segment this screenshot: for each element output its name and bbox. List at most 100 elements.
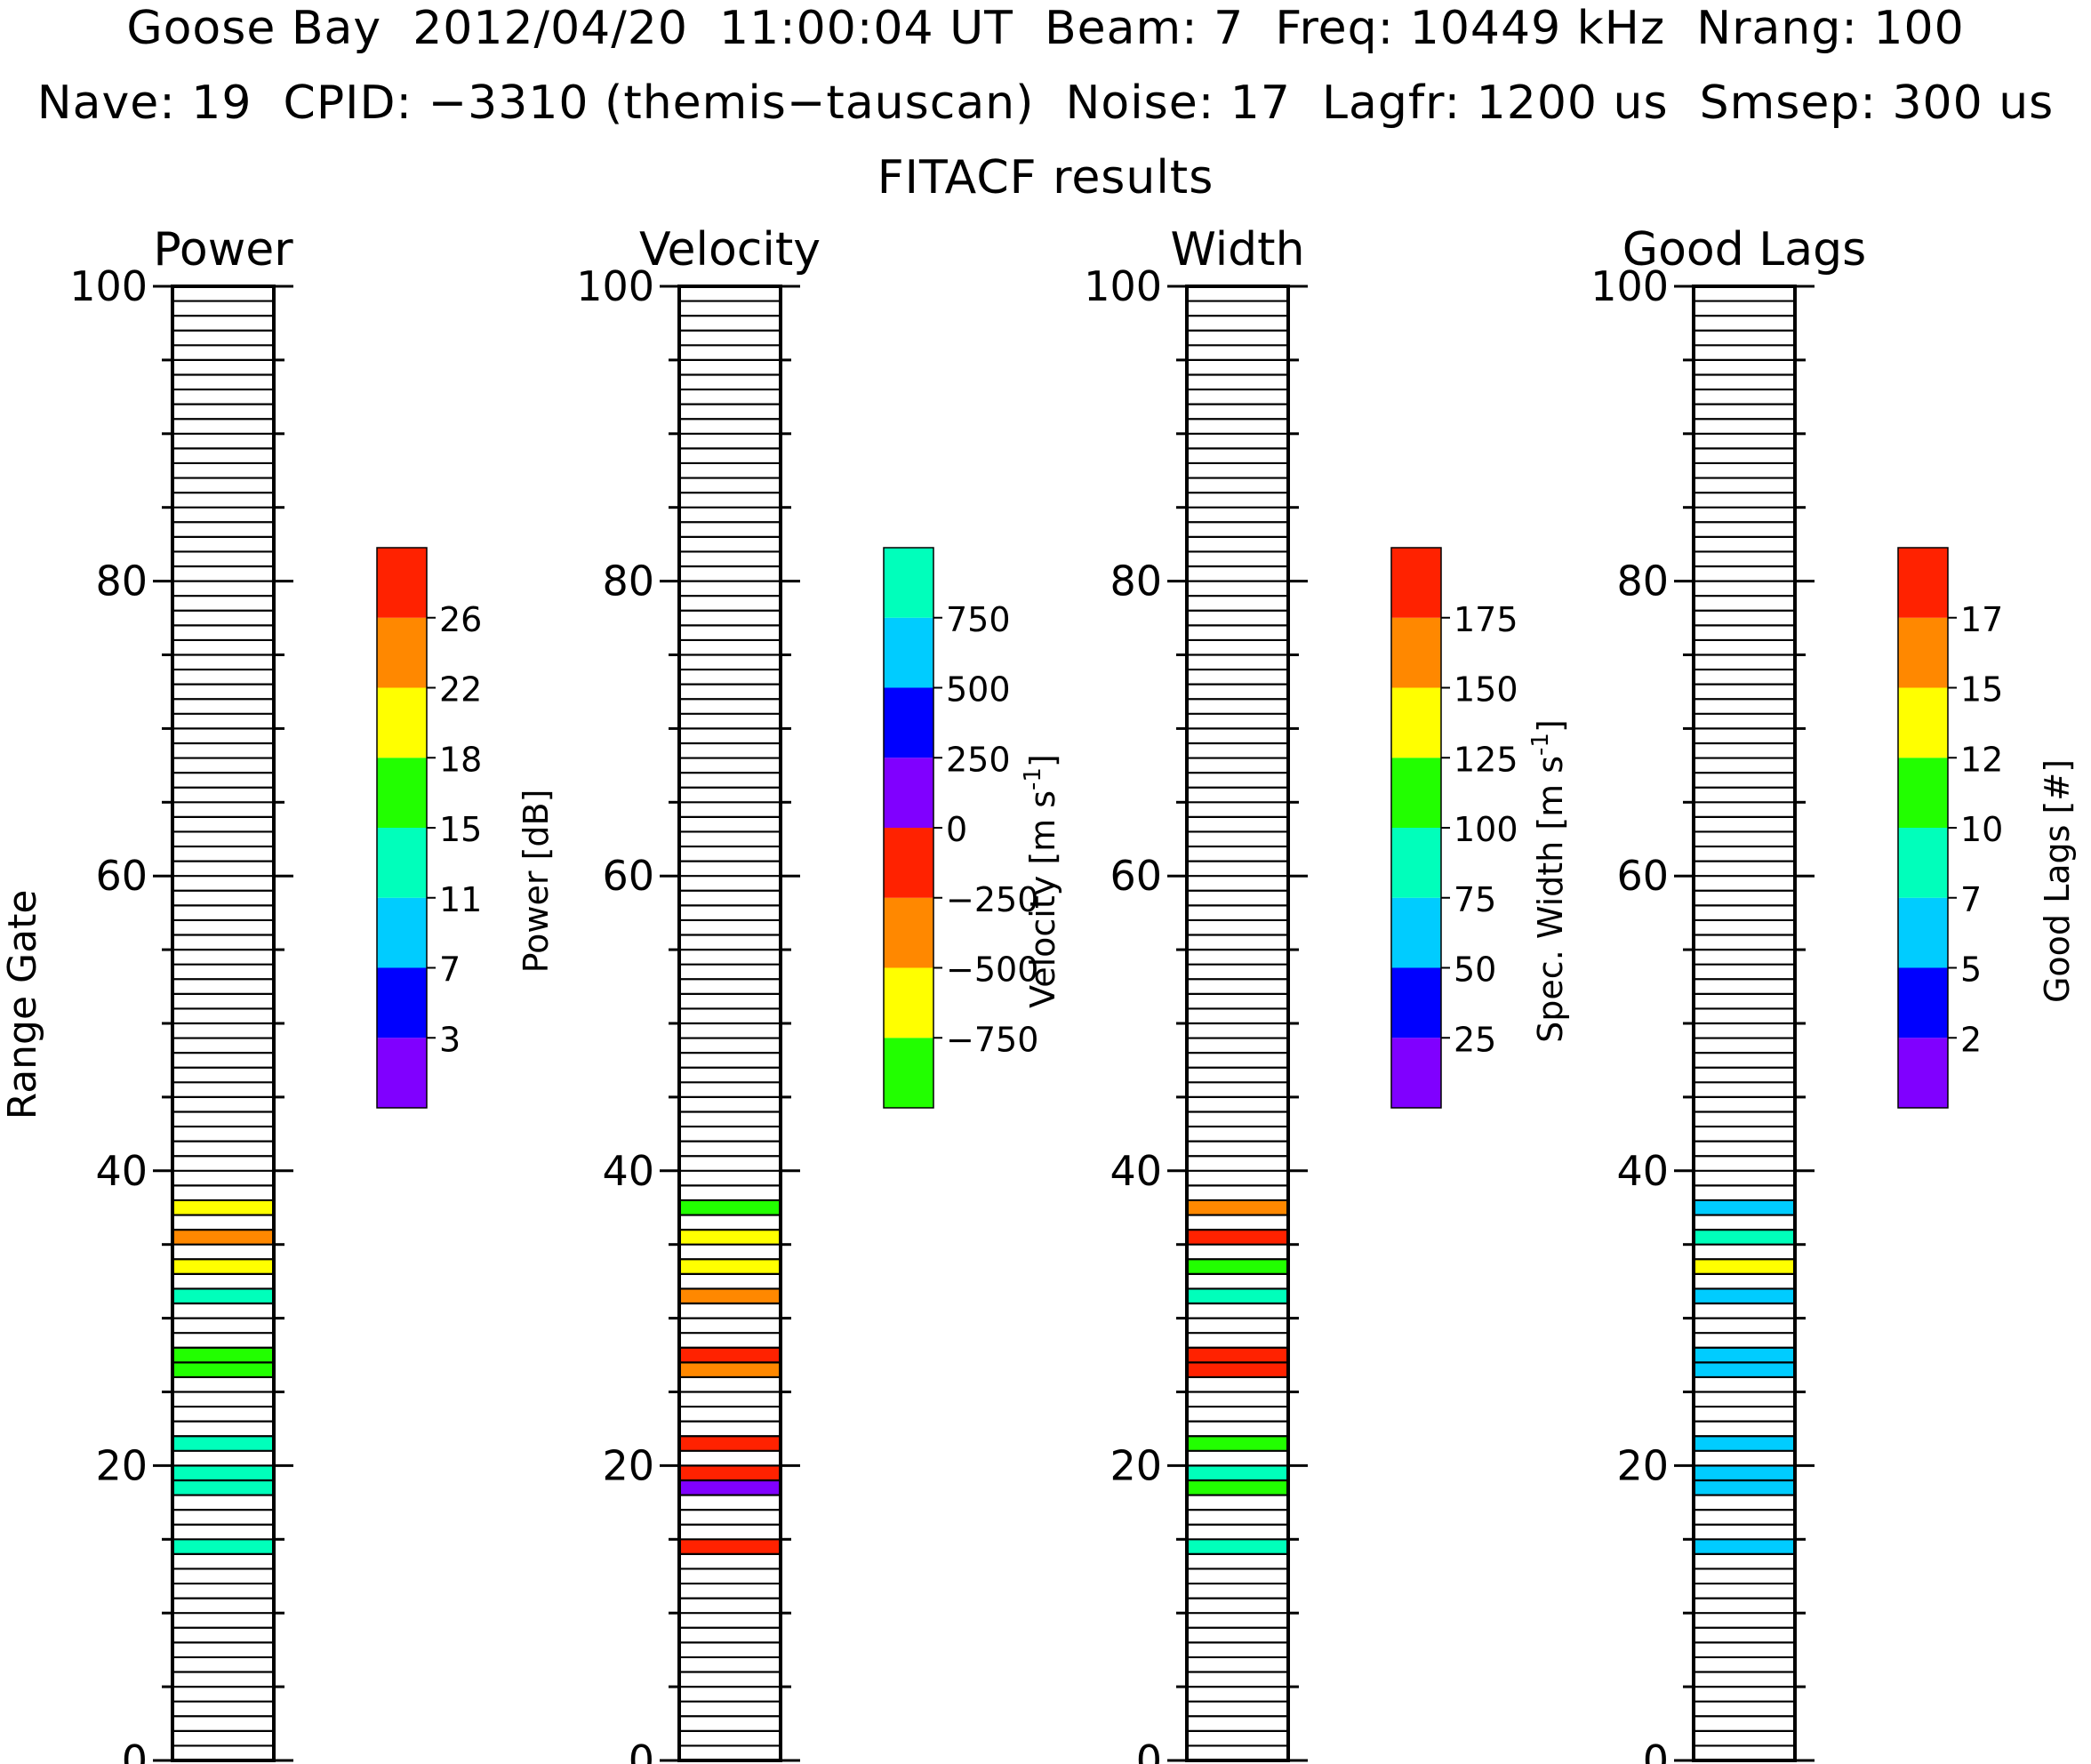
colorbar-tick-label: 175 bbox=[1454, 600, 1518, 639]
colorbar-segment bbox=[377, 828, 427, 898]
colorbar-segment bbox=[1391, 758, 1441, 828]
colorbar-tick-label: 750 bbox=[946, 600, 1011, 639]
panel-velocity: Velocity 0 20 40 60 80 100 −750 −500 −250 0 250 500 7… bbox=[576, 223, 1062, 1764]
colorbar-tick-label: 7 bbox=[1960, 880, 1982, 919]
colorbar-segment bbox=[884, 617, 933, 688]
colorbar-label-superscript: -1 bbox=[1020, 767, 1046, 790]
colorbar-segment bbox=[1898, 967, 1948, 1038]
colorbar-tick-label: 15 bbox=[1960, 670, 2003, 710]
colorbar-tick-label: 250 bbox=[946, 740, 1011, 779]
colorbar-segment bbox=[884, 828, 933, 898]
y-tick-label: 0 bbox=[1643, 1736, 1669, 1764]
colorbar-tick-label: 25 bbox=[1454, 1020, 1496, 1059]
colorbar-segment bbox=[1898, 687, 1948, 758]
colorbar-tick-label: 50 bbox=[1454, 950, 1496, 990]
gate-cell bbox=[679, 1199, 781, 1215]
colorbar-label-end: ] bbox=[1023, 754, 1062, 767]
colorbar-label: Good Lags [#] bbox=[2038, 759, 2077, 1003]
colorbar-tick-label: 11 bbox=[439, 880, 482, 919]
colorbar-tick-label: 22 bbox=[439, 670, 482, 710]
gate-cell bbox=[1694, 1465, 1795, 1480]
gate-cell bbox=[1694, 1347, 1795, 1363]
colorbar-tick-label: 500 bbox=[946, 670, 1011, 710]
gate-cell bbox=[679, 1436, 781, 1451]
gate-cell bbox=[172, 1288, 274, 1304]
gate-cell bbox=[172, 1259, 274, 1274]
gate-cell bbox=[1187, 1259, 1288, 1274]
gate-cell bbox=[679, 1259, 781, 1274]
colorbar-tick-label: 2 bbox=[1960, 1020, 1982, 1059]
y-tick-label: 100 bbox=[69, 262, 148, 310]
panel-title: Power bbox=[153, 223, 293, 277]
colorbar-tick-label: 150 bbox=[1454, 670, 1518, 710]
colorbar-segment bbox=[1391, 687, 1441, 758]
gate-cell bbox=[1694, 1199, 1795, 1215]
y-tick-label: 60 bbox=[95, 852, 148, 900]
gate-cell bbox=[172, 1230, 274, 1245]
colorbar-segment bbox=[377, 1038, 427, 1108]
colorbar-segment bbox=[377, 758, 427, 828]
gate-cell bbox=[1187, 1436, 1288, 1451]
y-tick-label: 80 bbox=[1110, 557, 1162, 605]
panel-good-lags: Good Lags 0 20 40 60 80 100 2 5 7 10 12 15 17 Good Lag… bbox=[1590, 223, 2077, 1764]
colorbar-segment bbox=[1391, 548, 1441, 618]
colorbar-segment bbox=[1898, 548, 1948, 618]
colorbar-tick-label: 12 bbox=[1960, 740, 2003, 779]
gate-cell bbox=[1187, 1362, 1288, 1377]
range-gate-label: Range Gate bbox=[0, 890, 45, 1120]
colorbar-segment bbox=[1898, 1038, 1948, 1108]
colorbar-tick-label: −250 bbox=[946, 880, 1038, 919]
colorbar-segment bbox=[377, 548, 427, 618]
gate-cell bbox=[172, 1347, 274, 1363]
y-tick-label: 0 bbox=[122, 1736, 148, 1764]
gate-cell bbox=[1187, 1288, 1288, 1304]
gate-cell bbox=[1187, 1199, 1288, 1215]
y-tick-label: 100 bbox=[1084, 262, 1162, 310]
colorbar-segment bbox=[1898, 758, 1948, 828]
colorbar-label-text: Velocity [m s bbox=[1023, 790, 1062, 1008]
colorbar-tick-label: 75 bbox=[1454, 880, 1496, 919]
gate-cell bbox=[172, 1362, 274, 1377]
gate-cell bbox=[1187, 1230, 1288, 1245]
colorbar-segment bbox=[377, 897, 427, 968]
header-line-2: Nave: 19 CPID: −3310 (themis−tauscan) No… bbox=[36, 76, 2055, 130]
colorbar-segment bbox=[884, 758, 933, 828]
gate-cell bbox=[1187, 1479, 1288, 1495]
gate-cell bbox=[679, 1230, 781, 1245]
y-tick-label: 80 bbox=[602, 557, 654, 605]
y-tick-label: 100 bbox=[1590, 262, 1669, 310]
colorbar-tick-label: 125 bbox=[1454, 740, 1518, 779]
colorbar-tick-label: 15 bbox=[439, 810, 482, 849]
panel-width: Width 0 20 40 60 80 100 25 50 75 100 125 150 175 Spec.… bbox=[1084, 223, 1570, 1764]
colorbar-tick-label: 3 bbox=[439, 1020, 461, 1059]
panel-title: Velocity bbox=[639, 223, 821, 277]
colorbar-tick-label: 17 bbox=[1960, 600, 2003, 639]
gate-cell bbox=[172, 1539, 274, 1554]
y-tick-label: 60 bbox=[1110, 852, 1162, 900]
colorbar-segment bbox=[884, 897, 933, 968]
colorbar-tick-label: −500 bbox=[946, 950, 1038, 990]
y-tick-label: 0 bbox=[1136, 1736, 1162, 1764]
colorbar-label: Velocity [m s-1] bbox=[1020, 754, 1062, 1008]
panel-title: Width bbox=[1170, 223, 1304, 277]
colorbar-segment bbox=[1391, 1038, 1441, 1108]
colorbar-segment bbox=[377, 617, 427, 688]
y-tick-label: 20 bbox=[1616, 1441, 1669, 1489]
gate-cell bbox=[1694, 1479, 1795, 1495]
y-tick-label: 20 bbox=[95, 1441, 148, 1489]
colorbar-segment bbox=[1898, 828, 1948, 898]
gate-cell bbox=[1694, 1362, 1795, 1377]
panel-power: Power 0 20 40 60 80 100 3 7 11 15 18 22 26 Power [dB] bbox=[69, 223, 556, 1764]
colorbar-segment bbox=[377, 967, 427, 1038]
gate-cell bbox=[679, 1465, 781, 1480]
colorbar-tick-label: 5 bbox=[1960, 950, 1982, 990]
colorbar-segment bbox=[1391, 828, 1441, 898]
colorbar-tick-label: −750 bbox=[946, 1020, 1038, 1059]
gate-cell bbox=[1694, 1539, 1795, 1554]
colorbar-tick-label: 7 bbox=[439, 950, 461, 990]
header-line-1: Goose Bay 2012/04/20 11:00:04 UT Beam: 7… bbox=[126, 2, 1965, 55]
gate-cell bbox=[679, 1362, 781, 1377]
colorbar-segment bbox=[1391, 617, 1441, 688]
gate-cell bbox=[1694, 1230, 1795, 1245]
gate-cell bbox=[1187, 1539, 1288, 1554]
